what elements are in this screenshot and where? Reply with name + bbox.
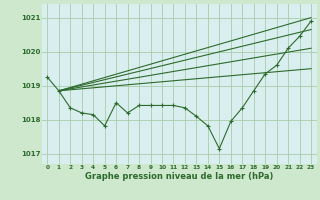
X-axis label: Graphe pression niveau de la mer (hPa): Graphe pression niveau de la mer (hPa) xyxy=(85,172,273,181)
